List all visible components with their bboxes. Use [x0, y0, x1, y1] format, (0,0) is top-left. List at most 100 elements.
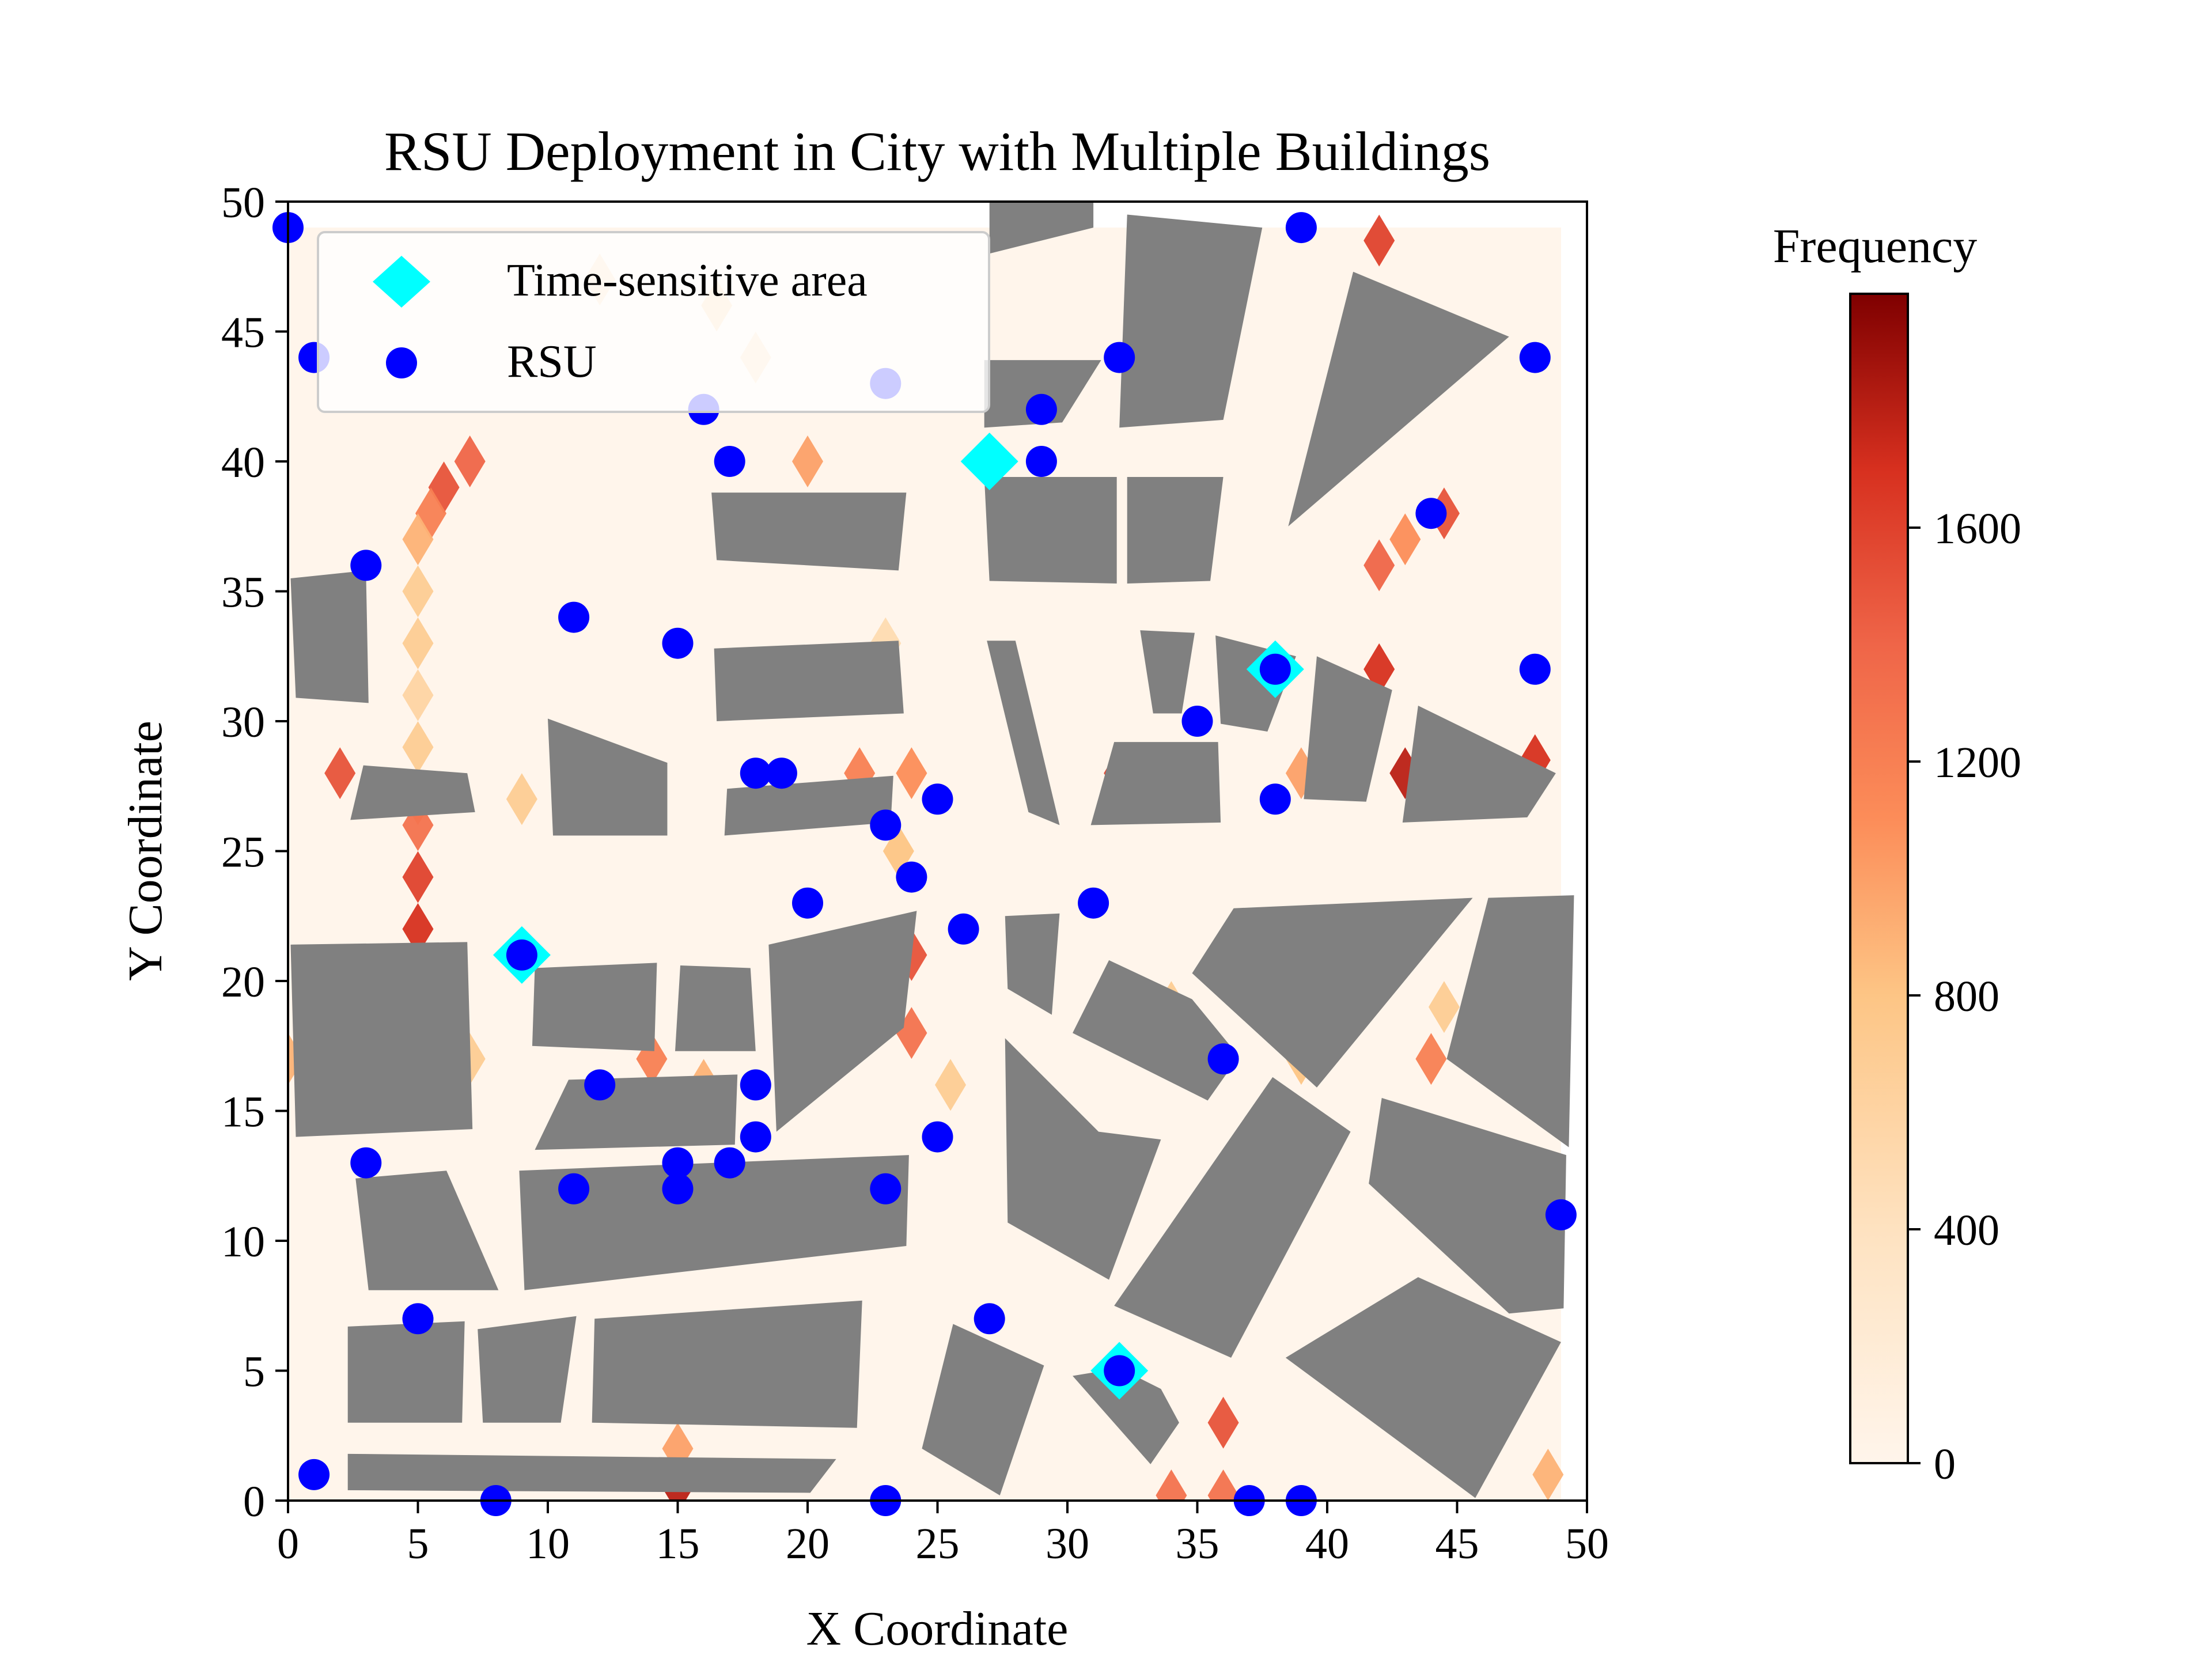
building [922, 1324, 1044, 1495]
building [724, 775, 893, 836]
building [290, 570, 369, 703]
rsu-point [1025, 446, 1057, 477]
building [1402, 705, 1556, 823]
y-tick-label: 25 [221, 828, 265, 877]
rsu-point [662, 1173, 694, 1205]
building [478, 1316, 577, 1423]
building [1192, 897, 1473, 1088]
heatmap-hotspot [454, 435, 486, 487]
rsu-point [298, 1459, 330, 1490]
rsu-point [584, 1069, 616, 1101]
x-axis-label: X Coordinate [806, 1602, 1069, 1656]
heatmap-hotspot [402, 565, 434, 618]
building [1140, 630, 1195, 714]
rsu-point [948, 913, 979, 945]
x-tick-label: 10 [526, 1520, 570, 1568]
rsu-point [1181, 706, 1213, 737]
heatmap-hotspot [1156, 1469, 1187, 1501]
y-tick-label: 0 [243, 1478, 265, 1526]
rsu-point [350, 1147, 382, 1179]
rsu-point [506, 939, 537, 971]
rsu-point [896, 861, 927, 893]
colorbar: Frequency 0 400 800 1200 1600 [1773, 219, 2021, 1488]
rsu-point [402, 1303, 434, 1335]
rsu-point [1207, 1043, 1239, 1075]
rsu-point [766, 757, 797, 789]
heatmap-hotspot [402, 669, 434, 721]
building [711, 493, 907, 571]
rsu-point [1519, 653, 1551, 685]
buildings-layer [290, 202, 1574, 1498]
x-tick-label: 30 [1046, 1520, 1089, 1568]
x-tick-label: 5 [407, 1520, 429, 1568]
colorbar-title: Frequency [1773, 219, 1978, 273]
colorbar-tick-label: 800 [1934, 972, 1999, 1021]
rsu-point [1025, 393, 1057, 425]
building [1119, 214, 1263, 428]
legend: Time-sensitive area RSU [317, 231, 990, 413]
heatmap-hotspot [402, 903, 434, 955]
heatmap-hotspot [402, 851, 434, 903]
rsu-point [714, 1147, 745, 1179]
colorbar-tick-label: 1200 [1934, 738, 2021, 787]
y-tick-label: 50 [221, 179, 265, 227]
colorbar-tick-label: 1600 [1934, 505, 2021, 553]
building [989, 202, 1094, 254]
heatmap-hotspot [402, 513, 434, 566]
x-tick-label: 35 [1176, 1520, 1219, 1568]
rsu-point [1259, 783, 1291, 815]
building [532, 963, 657, 1051]
rsu-point [1285, 212, 1317, 244]
heatmap-hotspot [1363, 214, 1395, 267]
rsu-point [714, 446, 745, 477]
building [1369, 1097, 1566, 1314]
y-tick-label: 30 [221, 698, 265, 747]
y-tick-label: 35 [221, 569, 265, 617]
y-tick-label: 5 [243, 1348, 265, 1396]
x-axis: 0 5 10 15 20 25 30 35 40 45 50 [277, 1501, 1609, 1568]
building [984, 360, 1101, 428]
building [675, 965, 756, 1051]
building [1073, 1368, 1179, 1464]
y-tick-label: 45 [221, 309, 265, 357]
building [1127, 477, 1224, 584]
legend-rsu-marker [386, 347, 417, 378]
building [987, 641, 1060, 825]
heatmap-hotspot [1532, 1448, 1564, 1501]
rsu-point [1519, 342, 1551, 373]
rsu-point [558, 601, 590, 633]
x-tick-label: 15 [656, 1520, 700, 1568]
heatmap-hotspot [935, 1059, 967, 1111]
colorbar-ticks: 0 400 800 1200 1600 [1908, 505, 2021, 1488]
rsu-point [662, 1147, 694, 1179]
colorbar-tick-label: 400 [1934, 1206, 1999, 1255]
building [1446, 895, 1574, 1147]
rsu-point [1104, 1355, 1135, 1387]
legend-label-time-sensitive: Time-sensitive area [507, 255, 868, 306]
building [1304, 656, 1392, 802]
building [768, 911, 917, 1132]
y-tick-label: 10 [221, 1218, 265, 1266]
heatmap-hotspot [506, 773, 537, 825]
building [347, 1321, 465, 1423]
y-axis: 0 5 10 15 20 25 30 35 40 45 50 [221, 179, 288, 1526]
building [1073, 960, 1239, 1101]
heatmap-hotspot [1363, 539, 1395, 592]
y-axis-label: Y Coordinate [119, 721, 172, 981]
rsu-point [1104, 342, 1135, 373]
heatmap-hotspot [402, 721, 434, 774]
legend-box [317, 231, 990, 413]
colorbar-tick-label: 0 [1934, 1440, 1956, 1488]
heatmap-hotspot [1389, 513, 1421, 566]
building [347, 1453, 836, 1493]
heatmap-hotspot [1207, 1396, 1239, 1449]
y-tick-label: 40 [221, 438, 265, 487]
rsu-point [558, 1173, 590, 1205]
rsu-point [740, 1069, 771, 1101]
rsu-point [974, 1303, 1005, 1335]
rsu-point [1545, 1199, 1577, 1230]
rsu-point [870, 1173, 902, 1205]
building [535, 1074, 738, 1150]
heatmap-hotspot [1415, 1033, 1447, 1085]
